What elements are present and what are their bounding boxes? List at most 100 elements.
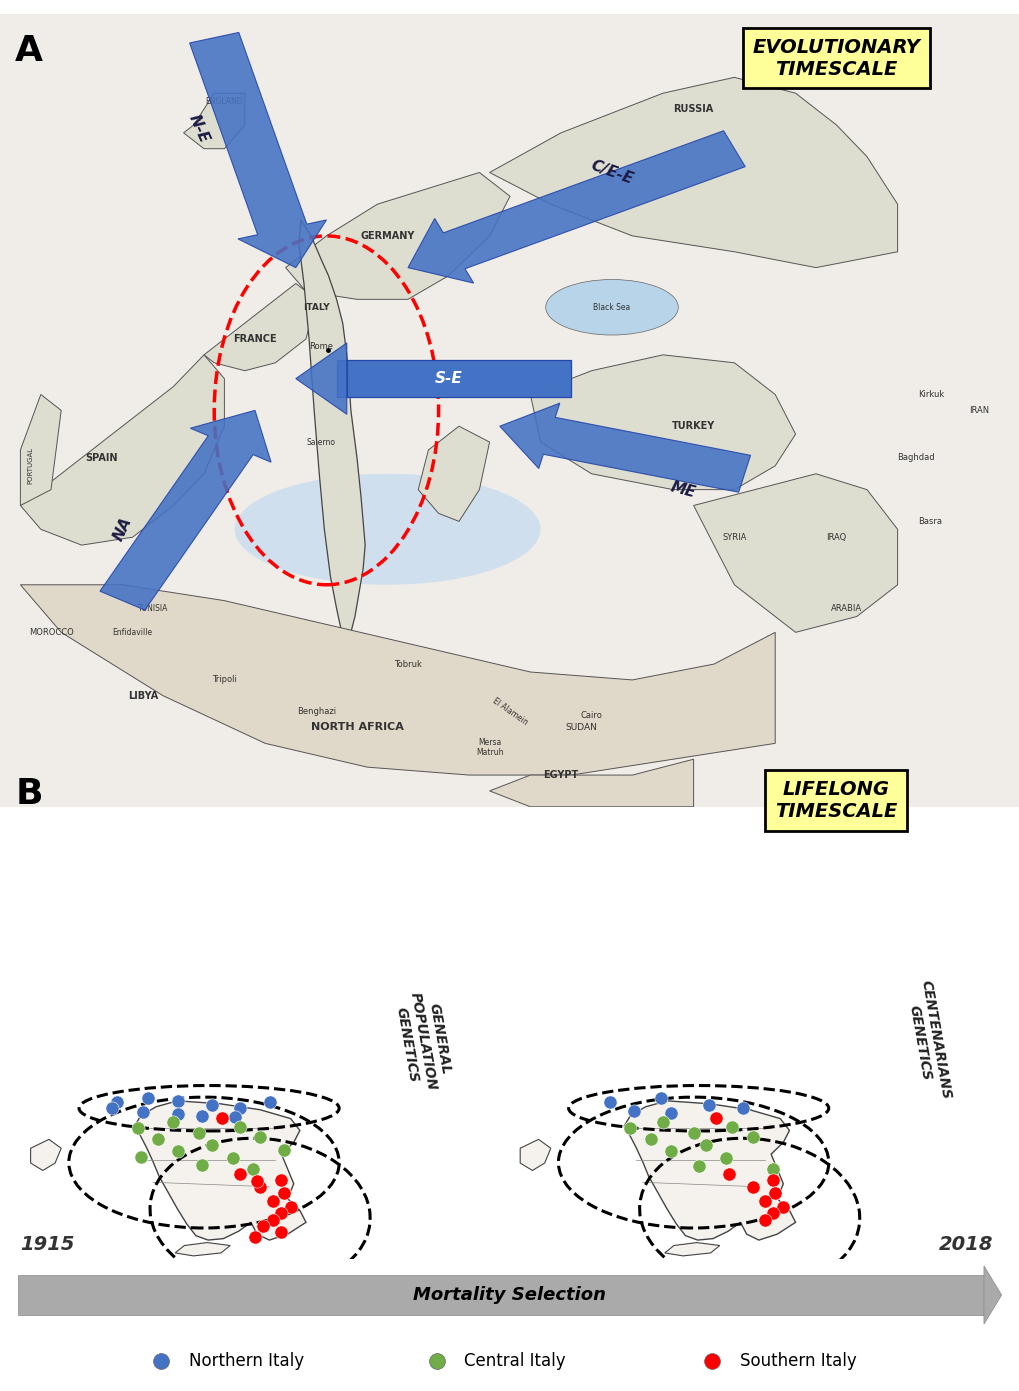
Text: LIFELONG
TIMESCALE: LIFELONG TIMESCALE <box>774 780 897 821</box>
Text: C/E-E: C/E-E <box>588 159 635 186</box>
Point <box>707 1107 723 1129</box>
Point <box>690 1155 706 1177</box>
Point <box>231 1116 248 1138</box>
Point <box>165 1110 181 1132</box>
Text: SPAIN: SPAIN <box>86 453 118 463</box>
Point <box>662 1141 679 1163</box>
Polygon shape <box>31 1139 61 1170</box>
FancyArrow shape <box>190 32 326 267</box>
Point <box>720 1163 737 1185</box>
Polygon shape <box>624 1100 795 1241</box>
Text: Baghdad: Baghdad <box>897 453 934 462</box>
Polygon shape <box>20 355 224 545</box>
Text: Tobruk: Tobruk <box>393 659 422 669</box>
Text: Rome: Rome <box>309 342 333 352</box>
Ellipse shape <box>545 280 678 335</box>
Point <box>252 1127 268 1149</box>
Point <box>204 1134 220 1156</box>
Text: FRANCE: FRANCE <box>233 334 276 344</box>
Point <box>654 1110 671 1132</box>
Point <box>626 1099 642 1121</box>
Point <box>700 1093 716 1116</box>
Text: Northern Italy: Northern Italy <box>189 1352 304 1370</box>
Text: EGYPT: EGYPT <box>543 771 578 780</box>
Text: S-E: S-E <box>434 371 463 387</box>
Point <box>224 1146 240 1168</box>
Text: GENERAL
POPULATION
GENETICS: GENERAL POPULATION GENETICS <box>391 989 454 1095</box>
Polygon shape <box>530 355 795 490</box>
Point <box>642 1128 658 1150</box>
Point <box>109 1091 125 1113</box>
Text: ENGLAND: ENGLAND <box>206 96 243 106</box>
Point <box>764 1202 781 1224</box>
Text: 2018: 2018 <box>937 1235 991 1253</box>
Text: B: B <box>15 778 43 811</box>
Polygon shape <box>299 220 365 640</box>
Point <box>132 1146 149 1168</box>
Text: NORTH AFRICA: NORTH AFRICA <box>310 722 404 733</box>
Polygon shape <box>20 395 61 505</box>
Text: Salerno: Salerno <box>307 438 335 447</box>
Point <box>214 1107 230 1129</box>
Polygon shape <box>346 360 571 396</box>
Polygon shape <box>18 1274 986 1316</box>
Text: IRAQ: IRAQ <box>825 533 846 541</box>
Text: GERMANY: GERMANY <box>360 231 415 241</box>
Point <box>774 1196 791 1219</box>
Point <box>191 1123 207 1145</box>
Text: RUSSIA: RUSSIA <box>673 104 713 114</box>
Polygon shape <box>20 584 774 775</box>
Point <box>170 1089 186 1111</box>
Text: MOROCCO: MOROCCO <box>29 627 73 637</box>
Text: ARABIA: ARABIA <box>830 604 861 613</box>
Point <box>104 1097 120 1120</box>
Point <box>231 1163 248 1185</box>
Point <box>272 1202 288 1224</box>
Point <box>703 1349 719 1372</box>
Point <box>226 1106 243 1128</box>
Point <box>249 1170 265 1192</box>
Point <box>744 1175 760 1198</box>
FancyArrow shape <box>499 403 750 492</box>
FancyArrow shape <box>336 360 571 396</box>
Point <box>129 1117 146 1139</box>
Point <box>140 1088 156 1110</box>
Text: ME: ME <box>668 479 697 501</box>
FancyArrow shape <box>408 131 745 284</box>
Text: Benghazi: Benghazi <box>297 707 335 716</box>
Point <box>272 1168 288 1191</box>
Point <box>766 1182 783 1205</box>
Point <box>170 1141 186 1163</box>
Polygon shape <box>693 474 897 633</box>
Point <box>255 1216 271 1238</box>
Point <box>622 1117 638 1139</box>
Point <box>194 1104 210 1127</box>
Text: Kirkuk: Kirkuk <box>917 389 944 399</box>
Ellipse shape <box>234 474 540 584</box>
Polygon shape <box>489 759 693 807</box>
Text: Cairo: Cairo <box>580 711 602 721</box>
Polygon shape <box>418 426 489 522</box>
Point <box>135 1100 151 1123</box>
Polygon shape <box>296 657 324 676</box>
Text: 1915: 1915 <box>20 1235 74 1253</box>
Point <box>723 1116 740 1138</box>
Point <box>764 1168 781 1191</box>
Point <box>697 1134 713 1156</box>
Point <box>265 1209 281 1231</box>
Polygon shape <box>489 78 897 267</box>
Point <box>204 1093 220 1116</box>
Point <box>272 1221 288 1244</box>
Polygon shape <box>296 344 346 415</box>
Point <box>245 1157 261 1180</box>
Polygon shape <box>204 284 316 370</box>
Text: Black Sea: Black Sea <box>593 303 630 312</box>
Point <box>652 1088 668 1110</box>
Point <box>601 1091 618 1113</box>
Text: SYRIA: SYRIA <box>721 533 746 541</box>
Text: Southern Italy: Southern Italy <box>739 1352 855 1370</box>
Point <box>662 1102 679 1124</box>
Point <box>282 1196 299 1219</box>
Text: Mortality Selection: Mortality Selection <box>413 1287 606 1303</box>
Text: Mersa
Matruh: Mersa Matruh <box>476 737 502 757</box>
